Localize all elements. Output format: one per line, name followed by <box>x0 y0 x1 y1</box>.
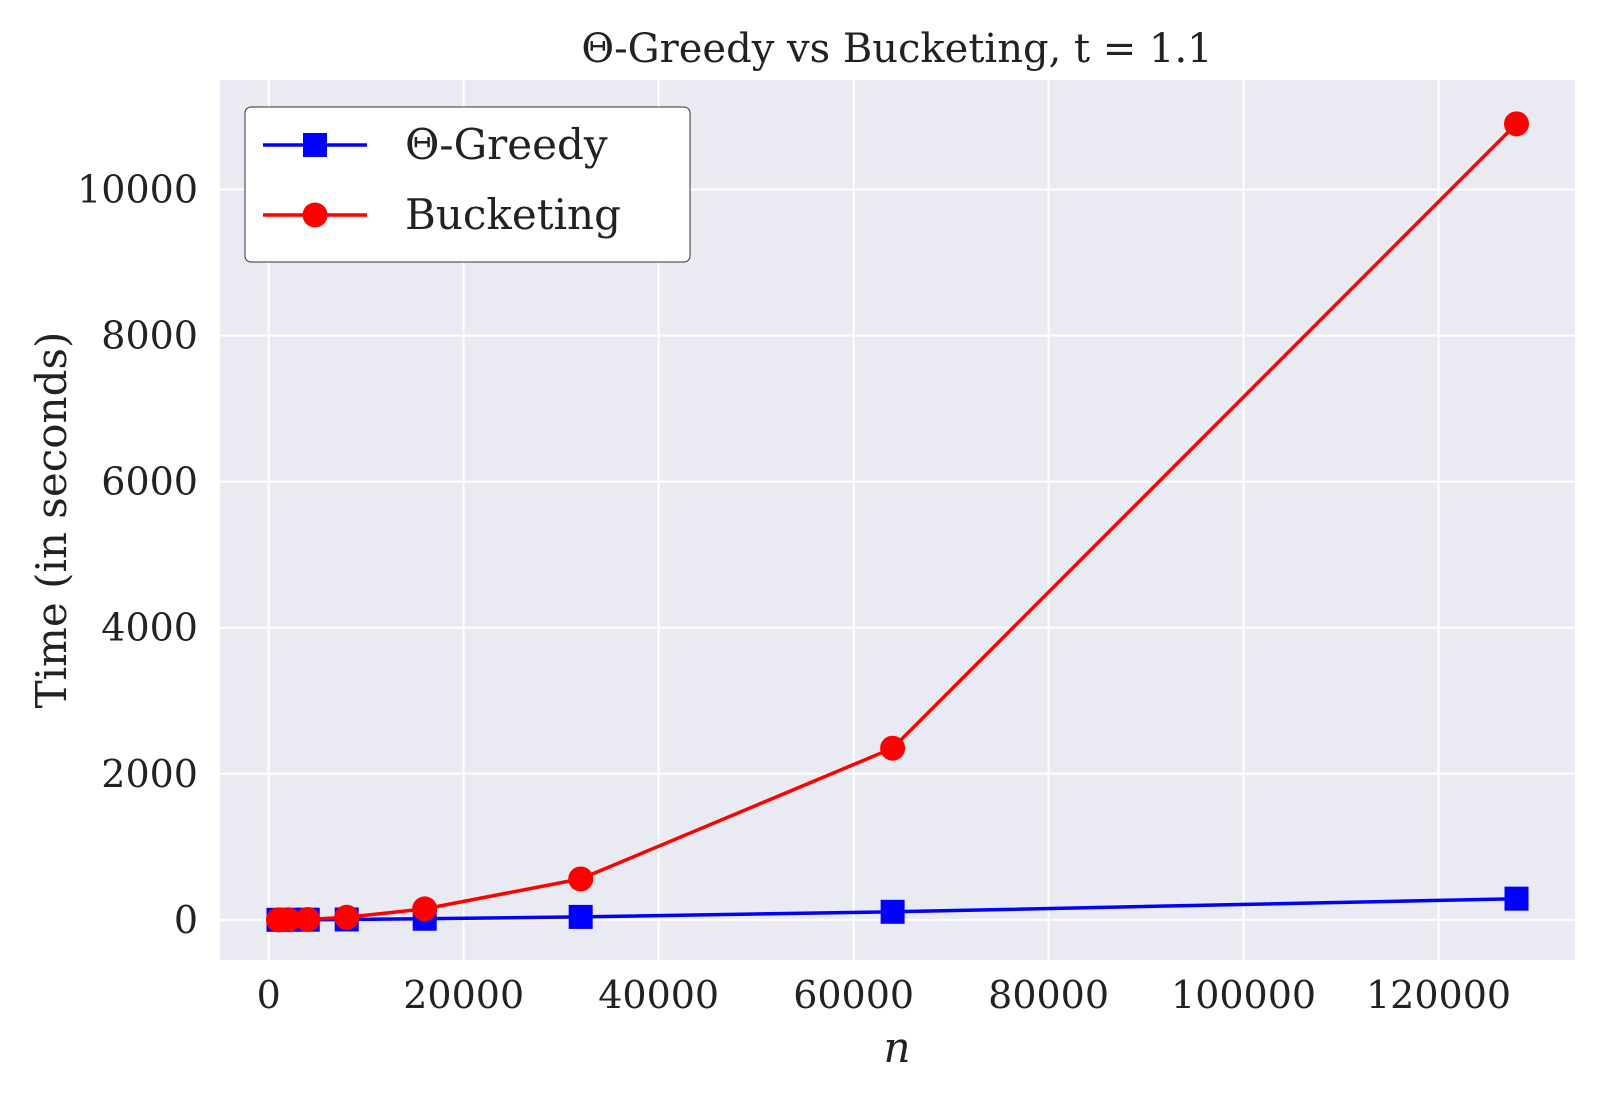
data-point <box>568 904 593 929</box>
data-point <box>412 896 438 922</box>
ticks: 0 20000 40000 60000 80000 100000 120000 0 2000 40… <box>77 168 1511 1017</box>
data-point <box>275 907 301 933</box>
x-axis-label: n <box>883 1023 910 1072</box>
legend-item: Bucketing <box>263 190 621 239</box>
legend-marker <box>303 133 327 157</box>
legend-item: Θ-Greedy <box>263 120 608 169</box>
series-1 <box>265 111 1530 933</box>
y-tick-label: 0 <box>174 898 198 942</box>
legend-label: Θ-Greedy <box>405 120 608 169</box>
data-point <box>568 866 594 892</box>
x-tick-label: 120000 <box>1366 973 1511 1017</box>
x-tick-label: 60000 <box>793 973 914 1017</box>
x-tick-label: 20000 <box>403 973 524 1017</box>
y-tick-label: 10000 <box>77 168 198 212</box>
data-point <box>1504 886 1529 911</box>
legend-marker <box>302 202 328 228</box>
series-layer <box>265 111 1530 933</box>
y-tick-label: 8000 <box>101 314 198 358</box>
y-tick-label: 2000 <box>101 752 198 796</box>
data-point <box>1504 111 1530 137</box>
data-point <box>880 735 906 761</box>
data-point <box>334 904 360 930</box>
x-tick-label: 80000 <box>988 973 1109 1017</box>
data-point <box>880 899 905 924</box>
y-tick-label: 6000 <box>101 460 198 504</box>
legend-label: Bucketing <box>405 190 621 239</box>
x-tick-label: 100000 <box>1171 973 1316 1017</box>
x-tick-label: 0 <box>257 973 281 1017</box>
y-axis-label: Time (in seconds) <box>27 332 76 709</box>
chart-title: Θ-Greedy vs Bucketing, t = 1.1 <box>581 26 1212 72</box>
data-point <box>295 906 321 932</box>
y-tick-label: 4000 <box>101 606 198 650</box>
legend: Θ-Greedy Bucketing <box>244 106 691 263</box>
x-tick-label: 40000 <box>598 973 719 1017</box>
